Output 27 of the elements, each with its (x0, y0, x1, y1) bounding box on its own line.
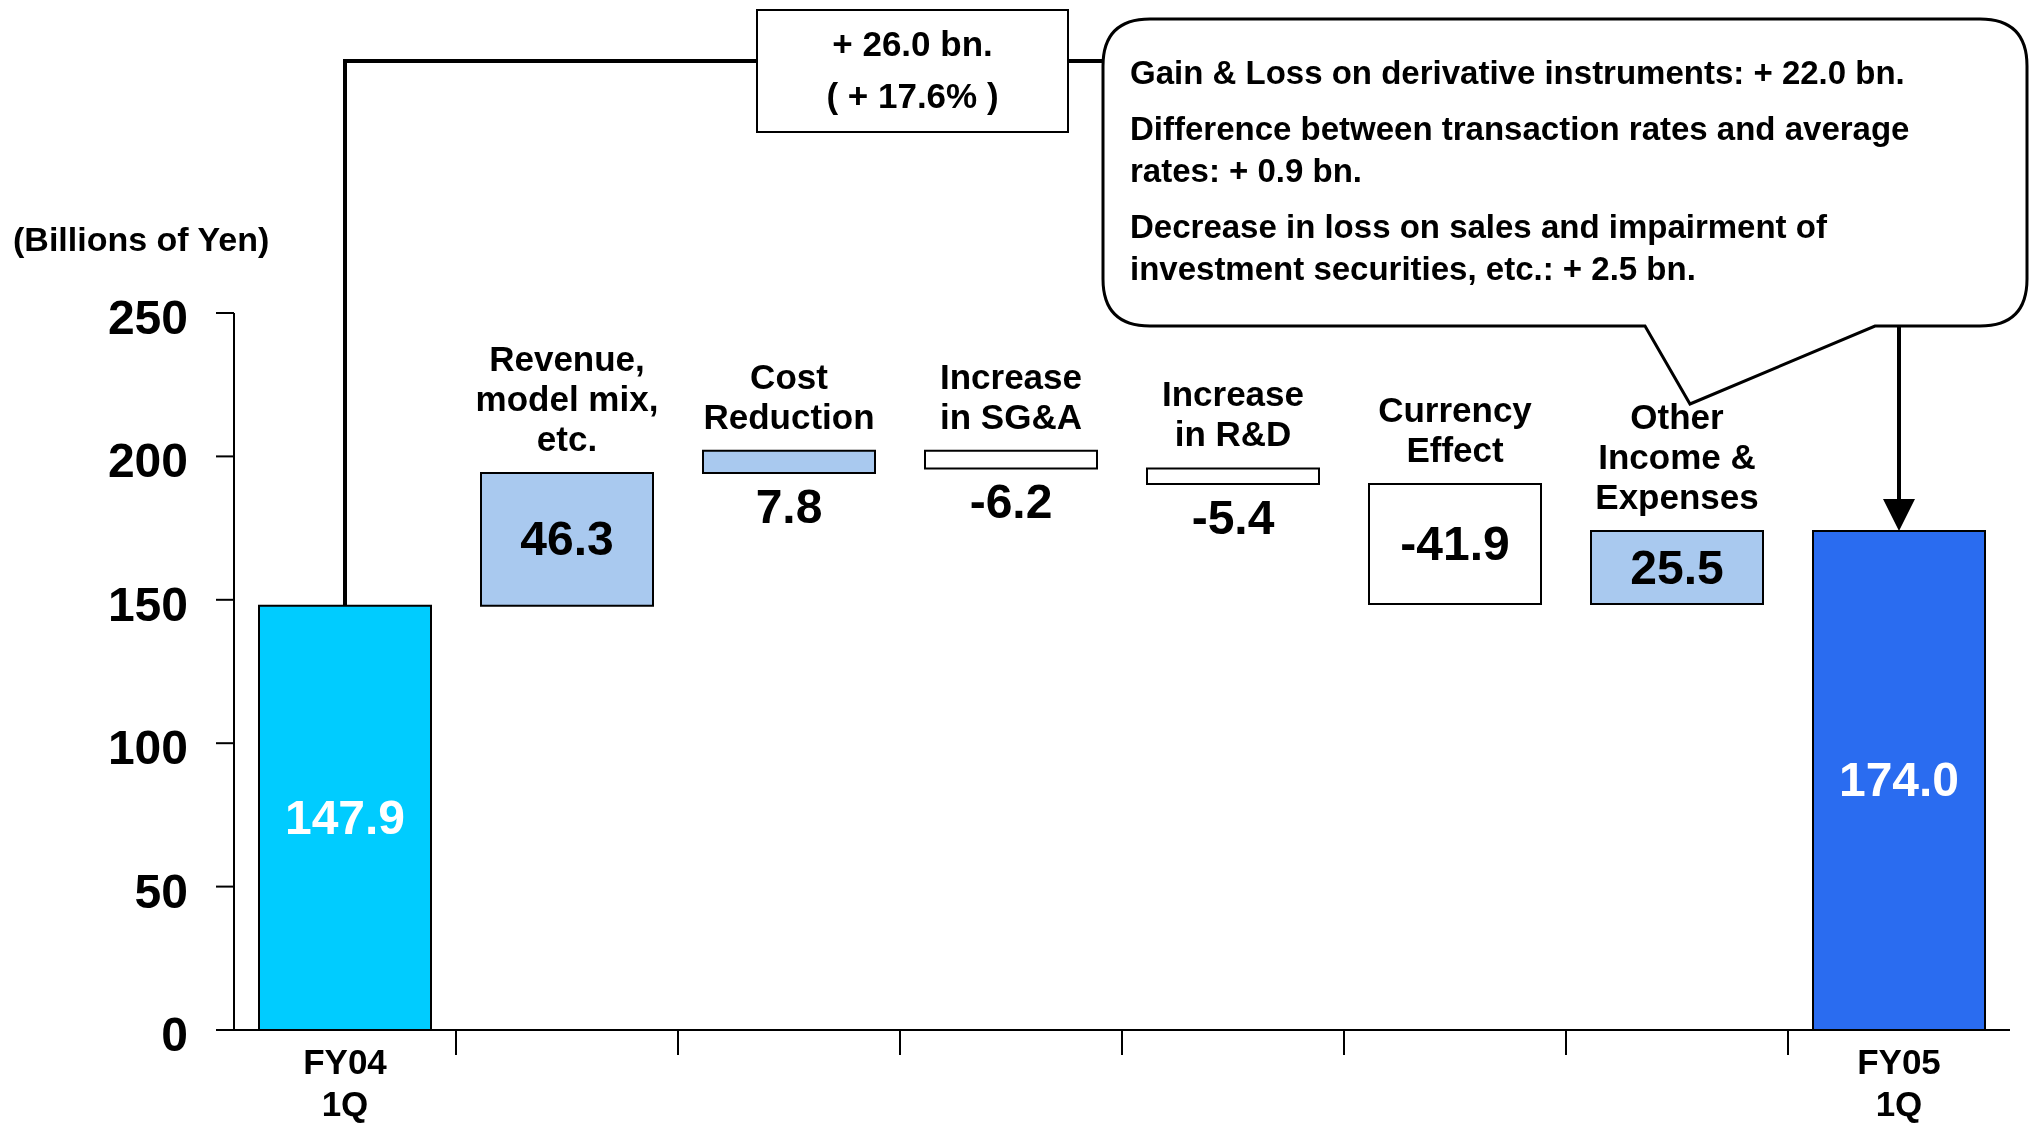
y-tick-label: 0 (161, 1008, 188, 1062)
data-label: -41.9 (1400, 517, 1510, 571)
text: Difference between transaction rates and average rates: + 0.9 bn. (1130, 109, 1911, 191)
y-tick-label: 100 (107, 721, 188, 775)
data-label: -6.2 (969, 475, 1053, 529)
x-tick-label: Revenue, model mix, etc. (475, 339, 659, 459)
text: Decrease in loss on sales and impairment of investment securities, etc.: + 2.5 bn. (1130, 207, 1828, 289)
x-tick-label: Increase in SG&A (939, 356, 1083, 436)
data-label: 7.8 (755, 480, 823, 534)
y-tick-label: 200 (107, 434, 188, 488)
data-label: 25.5 (1630, 540, 1724, 594)
data-label: -5.4 (1191, 490, 1275, 544)
x-tick-label: FY05 1Q (1857, 1042, 1941, 1123)
data-label: 46.3 (520, 512, 614, 566)
data-label: 147.9 (284, 790, 406, 844)
text: + 26.0 bn. ( + 17.6% ) (825, 23, 1000, 117)
y-tick-label: 150 (107, 577, 188, 631)
x-tick-label: Increase in R&D (1161, 374, 1305, 454)
x-tick-label: Cost Reduction (703, 356, 875, 436)
y-tick-label: 250 (107, 291, 188, 345)
x-tick-label: FY04 1Q (303, 1042, 388, 1123)
data-label: 174.0 (1838, 753, 1960, 807)
text: Gain & Loss on derivative instruments: + 22.0 bn. (1130, 53, 1906, 93)
x-tick-label: Other Income & Expenses (1595, 396, 1759, 516)
x-tick-label: Currency Effect (1378, 389, 1533, 469)
y-axis-title: (Billions of Yen) (13, 220, 270, 259)
y-tick-label: 50 (134, 864, 188, 918)
